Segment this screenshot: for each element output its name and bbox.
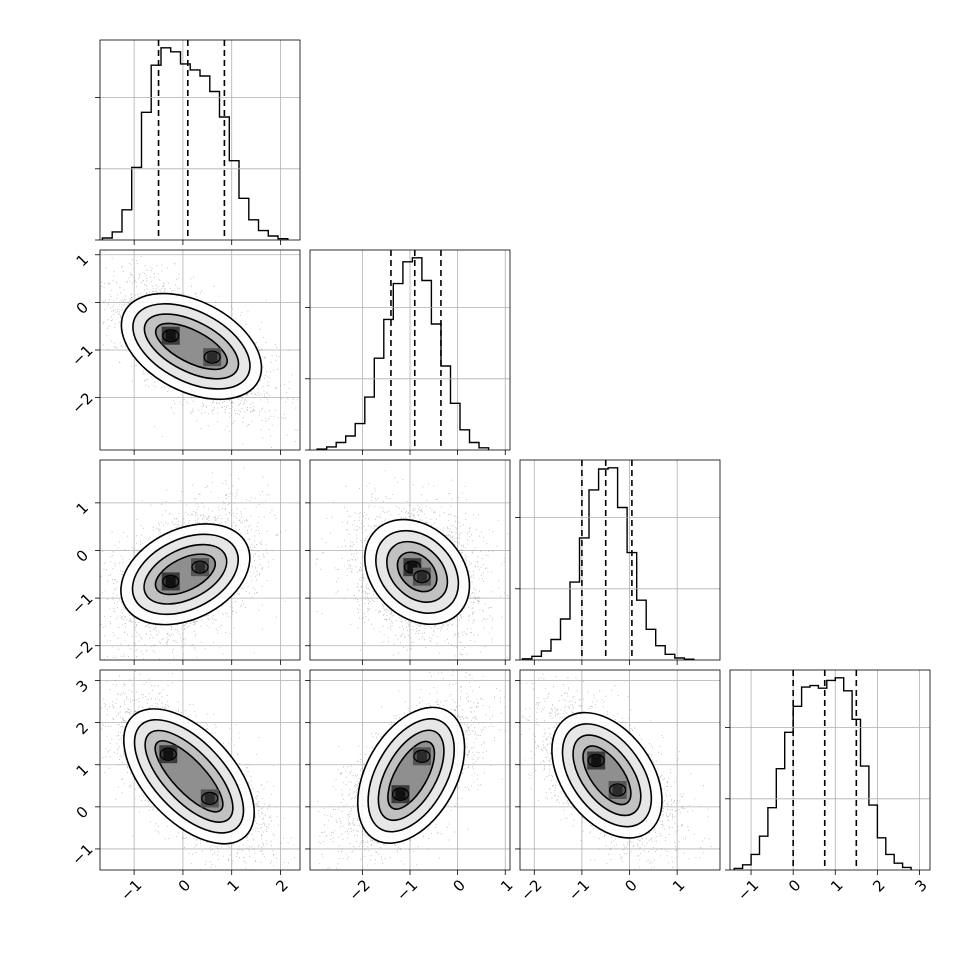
x-tick-label: 1 xyxy=(497,876,516,895)
histogram-steps xyxy=(316,257,490,450)
panel-border xyxy=(99,669,301,871)
y-tick-label: −1 xyxy=(68,341,96,369)
x-tick-label: 1 xyxy=(669,876,688,895)
peak-contour xyxy=(413,749,431,763)
x-tick-label: 2 xyxy=(272,876,291,895)
pair-panel-2-3 xyxy=(520,670,712,870)
pair-panel-0-1 xyxy=(100,250,298,450)
peak-contour xyxy=(159,747,177,761)
histogram-steps xyxy=(733,677,912,870)
histogram-steps xyxy=(521,467,695,660)
peak-contour xyxy=(201,791,219,806)
panel-border xyxy=(519,669,721,871)
x-tick-label: −1 xyxy=(393,876,421,904)
y-tick-label: −2 xyxy=(68,637,96,665)
histogram-axes-1 xyxy=(305,307,510,451)
x-tick-label: 3 xyxy=(911,876,930,895)
y-tick-label: 2 xyxy=(73,719,92,738)
density-peak xyxy=(416,751,427,762)
panel-border xyxy=(519,459,721,661)
peak-contour xyxy=(413,570,431,584)
peak-contour xyxy=(608,783,627,797)
histogram-1 xyxy=(316,250,490,450)
y-tick-label: −1 xyxy=(68,840,96,868)
y-tick-label: 0 xyxy=(73,298,92,317)
histogram-axes-3 xyxy=(725,727,930,871)
y-tick-label: 0 xyxy=(73,546,92,565)
histogram-0 xyxy=(101,40,289,240)
density-peak xyxy=(407,562,418,573)
density-peak xyxy=(416,571,427,582)
y-tick-label: 1 xyxy=(73,761,92,780)
density-peak xyxy=(163,749,174,760)
y-tick-label: 0 xyxy=(73,803,92,822)
x-tick-label: −1 xyxy=(734,876,762,904)
peak-contour xyxy=(203,350,221,364)
x-tick-label: 0 xyxy=(785,876,804,895)
density-peak xyxy=(395,789,406,800)
panel-frame-3-2 xyxy=(515,669,721,875)
peak-contour xyxy=(191,560,209,574)
x-tick-label: 1 xyxy=(827,876,846,895)
peak-contour xyxy=(162,329,180,343)
density-peak xyxy=(204,793,215,804)
density-peak xyxy=(195,562,205,573)
y-tick-label: −1 xyxy=(68,590,96,618)
density-peak xyxy=(165,330,176,341)
peak-contour xyxy=(403,560,422,574)
density-peak xyxy=(207,352,218,363)
histogram-3 xyxy=(733,670,912,870)
y-tick-label: 1 xyxy=(73,251,92,270)
panel-border xyxy=(729,669,931,871)
histogram-steps xyxy=(101,47,289,240)
pair-panel-0-2 xyxy=(100,467,300,660)
panel-frame-2-1 xyxy=(305,459,511,665)
density-peak xyxy=(591,755,602,766)
histogram-2 xyxy=(521,460,695,660)
panel-frame-3-1 xyxy=(305,669,511,875)
pair-panel-0-3 xyxy=(100,671,295,870)
pair-panel-1-2 xyxy=(315,460,509,660)
peak-contour xyxy=(587,753,605,768)
x-tick-label: 0 xyxy=(621,876,640,895)
x-tick-label: 1 xyxy=(224,876,243,895)
panel-frame-3-0 xyxy=(95,669,301,875)
x-tick-label: 0 xyxy=(175,876,194,895)
pair-panel-1-3 xyxy=(317,670,510,870)
x-tick-label: −1 xyxy=(117,876,145,904)
hist-grid-1 xyxy=(361,250,506,450)
x-tick-label: −1 xyxy=(565,876,593,904)
panel-frame-1-0 xyxy=(95,249,301,455)
panel-frame-2-0 xyxy=(95,459,301,665)
peak-contour xyxy=(162,574,180,589)
panel-frame-1-1 xyxy=(309,249,511,455)
panel-border xyxy=(99,39,301,241)
x-tick-label: −2 xyxy=(345,876,373,904)
histogram-axes-2 xyxy=(515,517,720,661)
peak-contour xyxy=(391,787,410,801)
x-tick-label: 0 xyxy=(449,876,468,895)
density-peak xyxy=(165,576,176,587)
panel-frame-2-2 xyxy=(519,459,721,665)
histogram-axes-0 xyxy=(95,97,300,241)
panel-frame-3-3 xyxy=(729,669,931,875)
y-tick-label: 3 xyxy=(73,676,92,695)
x-tick-label: 2 xyxy=(869,876,888,895)
density-peak xyxy=(612,785,623,795)
y-tick-label: −2 xyxy=(68,389,96,417)
hist-grid-0 xyxy=(133,40,281,240)
panel-frame-0-0 xyxy=(99,39,301,245)
panel-border xyxy=(99,459,301,661)
y-tick-label: 1 xyxy=(73,499,92,518)
x-tick-label: −2 xyxy=(517,876,545,904)
